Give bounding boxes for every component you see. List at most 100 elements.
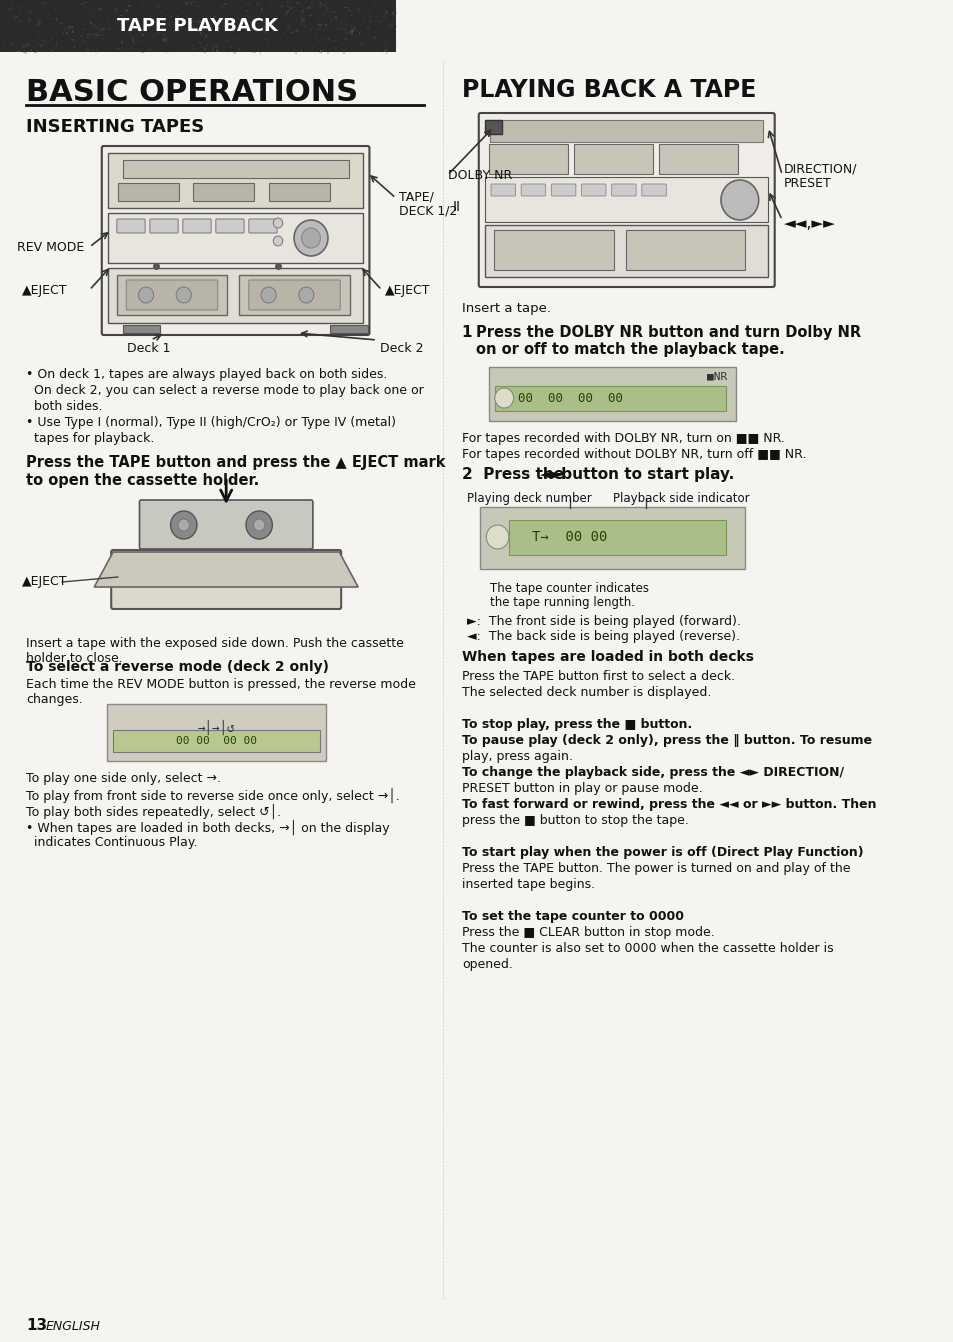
FancyBboxPatch shape: [211, 7, 212, 8]
FancyBboxPatch shape: [157, 32, 160, 35]
FancyBboxPatch shape: [138, 40, 141, 42]
FancyBboxPatch shape: [211, 8, 213, 11]
FancyBboxPatch shape: [114, 8, 118, 11]
FancyBboxPatch shape: [271, 28, 274, 30]
FancyBboxPatch shape: [204, 47, 207, 50]
Text: To fast forward or rewind, press the ◄◄ or ►► button. Then: To fast forward or rewind, press the ◄◄ …: [461, 798, 876, 811]
FancyBboxPatch shape: [309, 28, 311, 31]
FancyBboxPatch shape: [96, 48, 97, 51]
FancyBboxPatch shape: [393, 15, 395, 16]
FancyBboxPatch shape: [103, 27, 105, 30]
FancyBboxPatch shape: [323, 11, 326, 13]
FancyBboxPatch shape: [133, 48, 135, 50]
FancyBboxPatch shape: [14, 16, 16, 17]
Text: ◄:  The back side is being played (reverse).: ◄: The back side is being played (revers…: [466, 629, 739, 643]
FancyBboxPatch shape: [274, 27, 276, 28]
Polygon shape: [94, 552, 357, 586]
FancyBboxPatch shape: [97, 25, 101, 27]
FancyBboxPatch shape: [215, 219, 244, 234]
FancyBboxPatch shape: [299, 44, 301, 46]
FancyBboxPatch shape: [375, 50, 378, 52]
FancyBboxPatch shape: [38, 19, 41, 21]
FancyBboxPatch shape: [8, 8, 11, 11]
FancyBboxPatch shape: [109, 213, 362, 263]
FancyBboxPatch shape: [197, 21, 201, 23]
FancyBboxPatch shape: [175, 15, 178, 17]
FancyBboxPatch shape: [237, 36, 240, 39]
FancyBboxPatch shape: [223, 4, 227, 5]
FancyBboxPatch shape: [205, 35, 207, 38]
FancyBboxPatch shape: [146, 19, 147, 21]
FancyBboxPatch shape: [226, 27, 229, 28]
FancyBboxPatch shape: [337, 35, 339, 38]
Text: TAPE PLAYBACK: TAPE PLAYBACK: [117, 17, 278, 35]
FancyBboxPatch shape: [200, 32, 201, 35]
FancyBboxPatch shape: [60, 23, 63, 24]
FancyBboxPatch shape: [56, 17, 58, 20]
FancyBboxPatch shape: [302, 21, 305, 23]
FancyBboxPatch shape: [27, 43, 30, 47]
FancyBboxPatch shape: [329, 27, 330, 28]
FancyBboxPatch shape: [266, 39, 269, 42]
FancyBboxPatch shape: [490, 119, 762, 142]
FancyBboxPatch shape: [207, 34, 210, 35]
FancyBboxPatch shape: [79, 46, 80, 48]
FancyBboxPatch shape: [362, 19, 363, 21]
FancyBboxPatch shape: [255, 3, 258, 5]
FancyBboxPatch shape: [361, 23, 363, 24]
FancyBboxPatch shape: [165, 51, 168, 54]
FancyBboxPatch shape: [110, 36, 111, 39]
FancyBboxPatch shape: [63, 1, 67, 3]
FancyBboxPatch shape: [319, 50, 321, 52]
FancyBboxPatch shape: [351, 13, 352, 16]
FancyBboxPatch shape: [520, 184, 545, 196]
FancyBboxPatch shape: [27, 20, 30, 21]
FancyBboxPatch shape: [199, 30, 201, 31]
FancyBboxPatch shape: [237, 48, 241, 51]
FancyBboxPatch shape: [217, 43, 218, 46]
FancyBboxPatch shape: [242, 0, 243, 3]
FancyBboxPatch shape: [66, 32, 69, 35]
FancyBboxPatch shape: [344, 20, 345, 21]
FancyBboxPatch shape: [344, 30, 345, 32]
Text: REV MODE: REV MODE: [17, 242, 84, 254]
Text: the tape running length.: the tape running length.: [490, 596, 635, 609]
FancyBboxPatch shape: [26, 43, 27, 44]
FancyBboxPatch shape: [384, 12, 387, 13]
FancyBboxPatch shape: [80, 4, 84, 5]
FancyBboxPatch shape: [12, 44, 14, 46]
FancyBboxPatch shape: [16, 51, 20, 52]
FancyBboxPatch shape: [229, 39, 232, 42]
FancyBboxPatch shape: [207, 3, 211, 4]
FancyBboxPatch shape: [495, 386, 725, 411]
FancyBboxPatch shape: [185, 1, 189, 4]
FancyBboxPatch shape: [49, 12, 50, 13]
FancyBboxPatch shape: [106, 46, 109, 48]
FancyBboxPatch shape: [79, 4, 80, 5]
FancyBboxPatch shape: [36, 11, 40, 13]
FancyBboxPatch shape: [197, 0, 198, 3]
FancyBboxPatch shape: [121, 42, 123, 44]
FancyBboxPatch shape: [252, 42, 254, 44]
FancyBboxPatch shape: [146, 48, 150, 51]
FancyBboxPatch shape: [311, 51, 313, 52]
FancyBboxPatch shape: [374, 36, 376, 39]
FancyBboxPatch shape: [173, 30, 175, 32]
FancyBboxPatch shape: [142, 34, 143, 35]
FancyBboxPatch shape: [364, 17, 366, 20]
Text: The counter is also set to 0000 when the cassette holder is: The counter is also set to 0000 when the…: [461, 942, 833, 956]
Text: tapes for playback.: tapes for playback.: [27, 432, 154, 446]
FancyBboxPatch shape: [44, 44, 45, 46]
FancyBboxPatch shape: [90, 36, 91, 39]
FancyBboxPatch shape: [355, 43, 357, 46]
FancyBboxPatch shape: [260, 52, 261, 55]
Text: ▲EJECT: ▲EJECT: [22, 285, 67, 297]
FancyBboxPatch shape: [163, 36, 166, 39]
FancyBboxPatch shape: [239, 275, 350, 315]
FancyBboxPatch shape: [310, 3, 313, 4]
FancyBboxPatch shape: [171, 51, 172, 54]
Text: PLAYING BACK A TAPE: PLAYING BACK A TAPE: [461, 78, 756, 102]
FancyBboxPatch shape: [197, 20, 200, 21]
FancyBboxPatch shape: [52, 8, 56, 9]
FancyBboxPatch shape: [305, 1, 307, 3]
